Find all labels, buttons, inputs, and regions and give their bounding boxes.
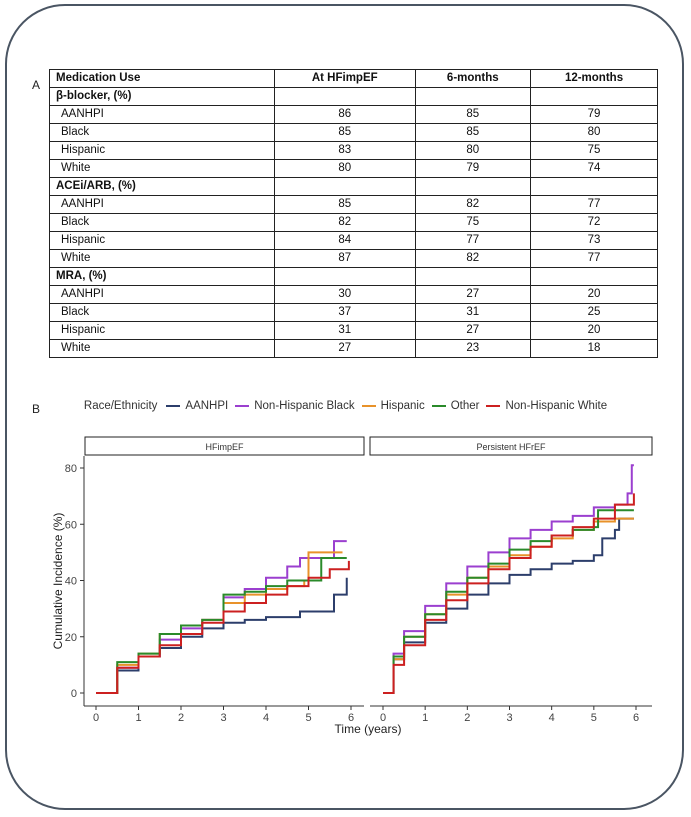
y-tick-label: 0: [71, 688, 77, 700]
x-tick-label: 4: [549, 712, 555, 724]
series-line-aanhpi: [383, 517, 634, 694]
legend-label: AANHPI: [185, 400, 229, 412]
y-tick-label: 40: [65, 576, 77, 588]
series-line-aanhpi: [96, 577, 348, 694]
panel-label-a: A: [32, 78, 41, 92]
x-tick-label: 2: [464, 712, 470, 724]
y-tick-label: 60: [65, 519, 77, 531]
facet-strip: [369, 436, 653, 456]
x-tick-label: 5: [305, 712, 311, 724]
x-tick-label: 3: [506, 712, 512, 724]
series-line-hispanic: [383, 517, 634, 694]
x-axis-label: Time (years): [335, 722, 402, 736]
value-cell: 73: [530, 231, 658, 250]
value-cell: 20: [530, 321, 658, 340]
x-tick-label: 1: [422, 712, 428, 724]
value-cell: 27: [414, 321, 532, 340]
y-tick-label: 80: [65, 463, 77, 475]
column-header: At HFimpEF: [273, 69, 416, 88]
value-cell: 82: [414, 249, 532, 268]
legend-label: Hispanic: [380, 400, 425, 412]
legend-swatch: [166, 405, 181, 407]
figure-frame: [5, 4, 684, 810]
series-line-non-hispanic-white: [383, 493, 635, 694]
group-label: White: [49, 339, 275, 358]
table-row: White 80 79 74: [49, 159, 658, 178]
table-row: Black 85 85 80: [49, 123, 658, 142]
legend-label: Non-Hispanic White: [505, 400, 608, 412]
group-label: White: [49, 249, 275, 268]
column-header: Medication Use: [49, 69, 275, 88]
legend-label: Non-Hispanic Black: [254, 400, 355, 412]
facet-label: HFimpEF: [206, 442, 245, 452]
x-tick-label: 5: [591, 712, 597, 724]
table-header-row: Medication Use At HFimpEF 6-months 12-month…: [49, 69, 658, 88]
series-line-non-hispanic-white: [96, 560, 350, 694]
panel-label-b: B: [32, 402, 41, 416]
column-header: 12-months: [530, 69, 658, 88]
series-line-non-hispanic-black: [383, 464, 634, 694]
group-label: AANHPI: [49, 285, 275, 304]
series-line-other: [383, 509, 634, 694]
x-tick-label: 1: [135, 712, 141, 724]
table-row: Black 37 31 25: [49, 303, 658, 322]
section-title: ACEi/ARB, (%): [49, 177, 275, 196]
table-row: White 87 82 77: [49, 249, 658, 268]
medication-table: Medication Use At HFimpEF 6-months 12-month…: [49, 69, 658, 358]
value-cell: 74: [530, 159, 658, 178]
table-row: AANHPI 86 85 79: [49, 105, 658, 124]
group-label: AANHPI: [49, 105, 275, 124]
x-tick-label: 3: [220, 712, 226, 724]
x-tick-label: 6: [348, 712, 354, 724]
section-row: ACEi/ARB, (%): [49, 177, 658, 196]
x-tick-label: 0: [93, 712, 99, 724]
x-tick-label: 0: [380, 712, 386, 724]
legend-title: Race/Ethnicity: [83, 400, 158, 412]
table-row: Hispanic 84 77 73: [49, 231, 658, 250]
y-axis-label: Cumulative Incidence (%): [51, 513, 65, 650]
value-cell: 27: [273, 339, 416, 358]
value-cell: 23: [414, 339, 532, 358]
value-cell: 80: [530, 123, 658, 142]
legend-swatch: [235, 405, 250, 407]
legend-swatch: [431, 405, 446, 407]
facet-strip: [84, 436, 365, 456]
section-row: MRA, (%): [49, 267, 658, 286]
table-row: Hispanic 83 80 75: [49, 141, 658, 160]
legend-swatch: [361, 405, 376, 407]
x-tick-label: 6: [633, 712, 639, 724]
x-tick-label: 4: [263, 712, 269, 724]
y-tick-label: 20: [65, 632, 77, 644]
table-row: White 27 23 18: [49, 339, 658, 358]
legend-label: Other: [450, 400, 480, 412]
value-cell: 18: [530, 339, 658, 358]
legend: Race/Ethnicity AANHPI Non-Hispanic Black Hi…: [0, 400, 691, 412]
facet-label: Persistent HFrEF: [476, 442, 546, 452]
legend-swatch: [486, 405, 501, 407]
x-tick-label: 2: [178, 712, 184, 724]
